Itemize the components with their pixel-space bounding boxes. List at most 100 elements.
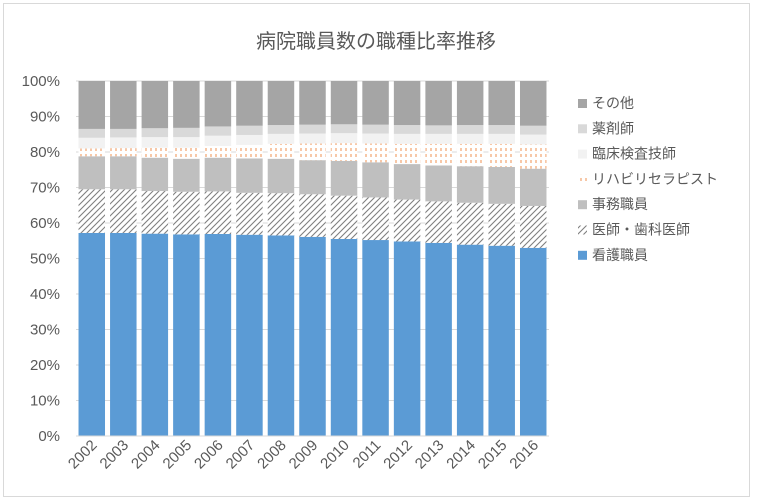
bar-segment [488,166,515,204]
x-tick-label: 2008 [254,437,290,473]
bar-segment [299,160,326,195]
legend-swatch [578,174,587,184]
bar-segment [141,81,169,129]
bar-segment [204,126,232,136]
legend-swatch [578,149,587,159]
bar-segment [110,148,137,157]
bar-segment [299,236,326,436]
bar-segment [330,195,358,239]
bar-segment [267,81,295,126]
legend-label: その他 [592,96,634,112]
bar-segment [173,127,200,138]
bar-segment [173,234,200,436]
bar-segment [488,245,515,436]
bar-segment [425,133,452,144]
x-tick-label: 2010 [317,437,353,473]
legend-swatch [578,250,587,260]
bar-segment [141,191,169,234]
x-tick-label: 2014 [443,437,479,473]
bar-segment [78,81,106,129]
bar-segment [519,247,547,436]
legend-label: 事務職員 [592,197,648,213]
bar-segment [267,235,295,436]
bar-segment [141,147,169,158]
chart-title: 病院職員数の職種比率推移 [256,29,496,53]
bar-segment [488,125,515,134]
bar-segment [299,143,326,161]
y-tick-label: 40% [30,286,60,303]
bar-segment [425,125,452,134]
bar-segment [267,143,295,159]
legend-label: 薬剤師 [592,121,634,137]
bar-segment [299,194,326,237]
bar-segment [519,81,547,126]
bar-segment [393,164,421,200]
bar-segment [236,192,263,235]
stacked-bar-chart: 病院職員数の職種比率推移 0% 10% 20% 30% 40% 50% 60% 70% 80% 9… [22,29,718,473]
bar-segment [173,191,200,235]
bar-segment [173,137,200,148]
bar-segment [141,137,169,148]
legend-swatch [578,99,587,108]
bar-segment [425,201,452,243]
legend-swatch [578,124,587,134]
bar-segment [362,124,389,134]
bar-segment [299,133,326,144]
bar-segment [488,203,515,246]
bar-segment [393,125,421,134]
bar-segment [236,81,263,126]
bar-segment [425,165,452,202]
x-tick-label: 2006 [191,437,227,473]
chart-area: 病院職員数の職種比率推移 0% 10% 20% 30% 40% 50% 60% 70% 80% 9… [3,3,750,497]
y-tick-label: 60% [30,215,60,232]
x-tick-label: 2009 [286,437,322,473]
bar-segment [330,81,358,125]
y-tick-label: 0% [38,428,60,445]
bar-segment [393,143,421,165]
bar-segment [236,144,263,159]
bar-segment [519,134,547,145]
x-tick-label: 2012 [380,437,416,473]
x-tick-label: 2016 [506,437,542,473]
x-tick-label: 2013 [412,437,448,473]
x-tick-label: 2003 [97,437,133,473]
bar-segment [519,125,547,135]
x-tick-label: 2005 [160,437,196,473]
bar-segment [519,144,547,169]
bar-segment [78,232,106,436]
bar-segment [456,166,484,203]
legend-swatch [578,225,587,235]
bar-segment [236,234,263,436]
bar-segment [299,124,326,134]
bar-segment [236,134,263,145]
y-tick-label: 50% [30,251,60,268]
bar-segment [330,124,358,134]
y-tick-label: 30% [30,322,60,339]
y-tick-label: 70% [30,180,60,197]
bar-segment [204,135,232,146]
bar-segment [456,125,484,134]
bar-segment [330,133,358,144]
bar-segment [110,137,137,149]
bar-segment [299,81,326,125]
bar-segment [456,202,484,245]
legend-swatch [578,200,587,210]
bar-segment [488,133,515,144]
bar-segment [393,199,421,242]
bar-segment [456,81,484,126]
bar-segment [236,125,263,135]
bar-segment [393,241,421,436]
bar-segment [488,143,515,167]
legend-label: 医師・歯科医師 [592,223,690,239]
bar-segment [330,160,358,196]
bar-segment [267,125,295,134]
bar-segment [330,238,358,436]
bar-segment [204,157,232,192]
bar-segment [141,157,169,192]
bar-segment [236,158,263,193]
x-tick-label: 2007 [223,437,259,473]
bar-segment [488,81,515,126]
bar-segment [330,143,358,161]
y-tick-label: 100% [22,73,60,90]
